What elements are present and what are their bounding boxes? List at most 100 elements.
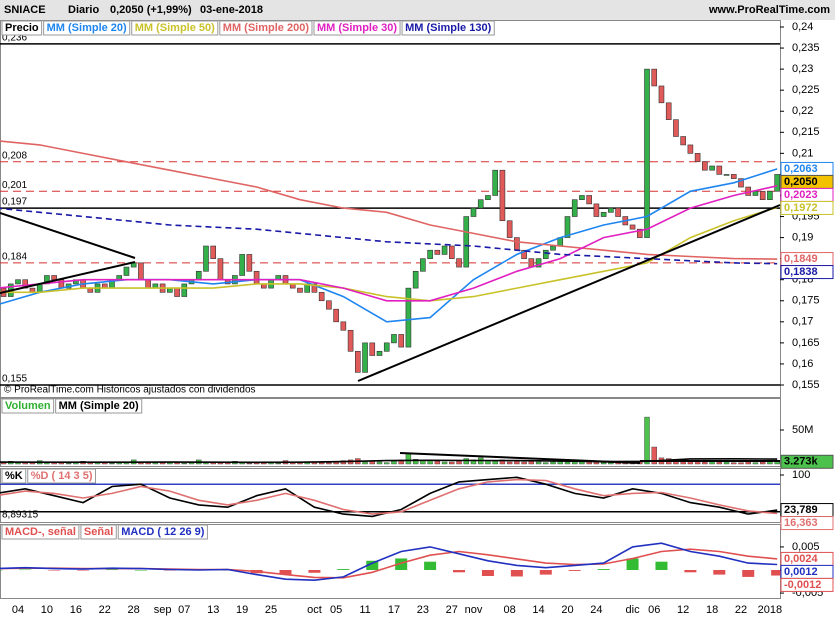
candle: [673, 119, 679, 137]
x-tick-label: 2018: [758, 604, 782, 616]
volume-bar: [550, 461, 556, 465]
candle: [600, 212, 607, 217]
candle: [362, 342, 368, 373]
histogram-bar: [713, 570, 726, 575]
legend-box: [55, 398, 143, 414]
volume-bar: [318, 462, 325, 465]
candle: [571, 199, 578, 217]
x-tick-label: 27: [446, 604, 458, 616]
histogram-bar: [395, 558, 408, 570]
candle: [470, 207, 477, 217]
x-tick-label: 24: [590, 604, 602, 616]
candle: [608, 207, 614, 213]
candle: [702, 161, 708, 171]
symbol: SNIACE: [4, 4, 46, 16]
x-tick-label: 04: [12, 604, 24, 616]
x-tick-label: 23: [417, 604, 429, 616]
candle: [412, 270, 419, 289]
x-tick-label: oct: [307, 604, 322, 616]
legend-entry: MM (Simple 20): [59, 400, 139, 412]
histogram-bar: [105, 569, 118, 571]
legend-box: [1, 468, 27, 484]
value-tag-label: 0,2023: [784, 189, 818, 201]
level-label: 0,236: [2, 32, 27, 43]
candle: [434, 249, 441, 255]
candle: [195, 270, 202, 281]
watermark: © ProRealTime.com Historicos ajustados c…: [4, 385, 256, 396]
legend-entry: MM (Simple 130): [405, 22, 492, 34]
legend-entry: MM (Simple 50): [135, 22, 215, 34]
candle: [759, 190, 766, 200]
legend-box: [117, 524, 208, 540]
panel-frame: [0, 468, 781, 523]
line-series: [0, 542, 778, 582]
histogram-bar: [48, 570, 61, 571]
level-label: 0,197: [2, 197, 27, 208]
candle: [593, 203, 600, 217]
volume-bar: [514, 461, 520, 465]
y-tick-label: 100: [792, 469, 810, 481]
volume-bar: [651, 446, 657, 465]
volume-bar: [275, 463, 281, 465]
date: 03-ene-2018: [200, 4, 263, 16]
candle: [181, 283, 188, 297]
candle: [318, 292, 325, 302]
legend-box: [131, 20, 219, 36]
x-tick-label: 12: [677, 604, 689, 616]
volume-bar: [521, 461, 527, 465]
y-tick-label: 0,165: [792, 337, 820, 349]
candle: [767, 190, 773, 200]
line-series: [0, 478, 778, 515]
candle: [51, 275, 57, 281]
legend-entry: Señal: [84, 526, 113, 538]
candle: [391, 334, 397, 344]
x-tick-label: 13: [207, 604, 219, 616]
candle: [651, 68, 658, 87]
legend-box: [1, 524, 80, 540]
trend-line: [0, 212, 136, 259]
candle: [665, 102, 672, 120]
legend-entry: MM (Simple 200): [223, 22, 310, 34]
candle: [564, 216, 571, 238]
candle: [716, 165, 723, 175]
candle: [477, 199, 484, 209]
candle: [138, 262, 144, 281]
volume-bar: [731, 462, 737, 465]
candle: [514, 237, 520, 251]
x-tick-label: 17: [388, 604, 400, 616]
legend-entry: MM (Simple 30): [317, 22, 397, 34]
value-tag-label: 0,1972: [784, 202, 818, 214]
x-tick-label: 22: [735, 604, 747, 616]
volume-bar: [246, 463, 253, 465]
y-tick-label: 0,23: [792, 63, 813, 75]
level-label: 0,201: [2, 180, 27, 191]
candle: [383, 342, 390, 352]
histogram-bar: [424, 561, 437, 570]
candle: [420, 258, 426, 272]
y-tick-label: 0,22: [792, 105, 813, 117]
line-series: [0, 185, 778, 302]
legend-entry: Volumen: [5, 400, 51, 412]
y-tick-label: 0,24: [792, 21, 813, 33]
y-tick-label: 0,005: [792, 541, 820, 553]
y-tick-label: 0,215: [792, 126, 820, 138]
candle: [723, 174, 730, 176]
header-bar: [0, 0, 835, 20]
volume-bar: [405, 452, 412, 465]
legend-entry: MACD ( 12 26 9): [121, 526, 204, 538]
legend-box: [80, 524, 117, 540]
x-tick-label: 14: [532, 604, 544, 616]
candle: [615, 207, 621, 217]
panel-frame: [0, 20, 781, 398]
volume-bar: [586, 461, 592, 465]
value-tag: [780, 516, 834, 531]
x-tick-label: 20: [561, 604, 573, 616]
y-tick-label: 0,225: [792, 84, 820, 96]
period: Diario: [68, 4, 99, 16]
histogram-bar: [134, 570, 147, 571]
candle: [687, 144, 694, 154]
volume-bar: [362, 461, 368, 465]
value-tag-label: -0,0012: [784, 579, 821, 591]
volume-bar: [492, 461, 498, 465]
candle: [326, 300, 332, 310]
